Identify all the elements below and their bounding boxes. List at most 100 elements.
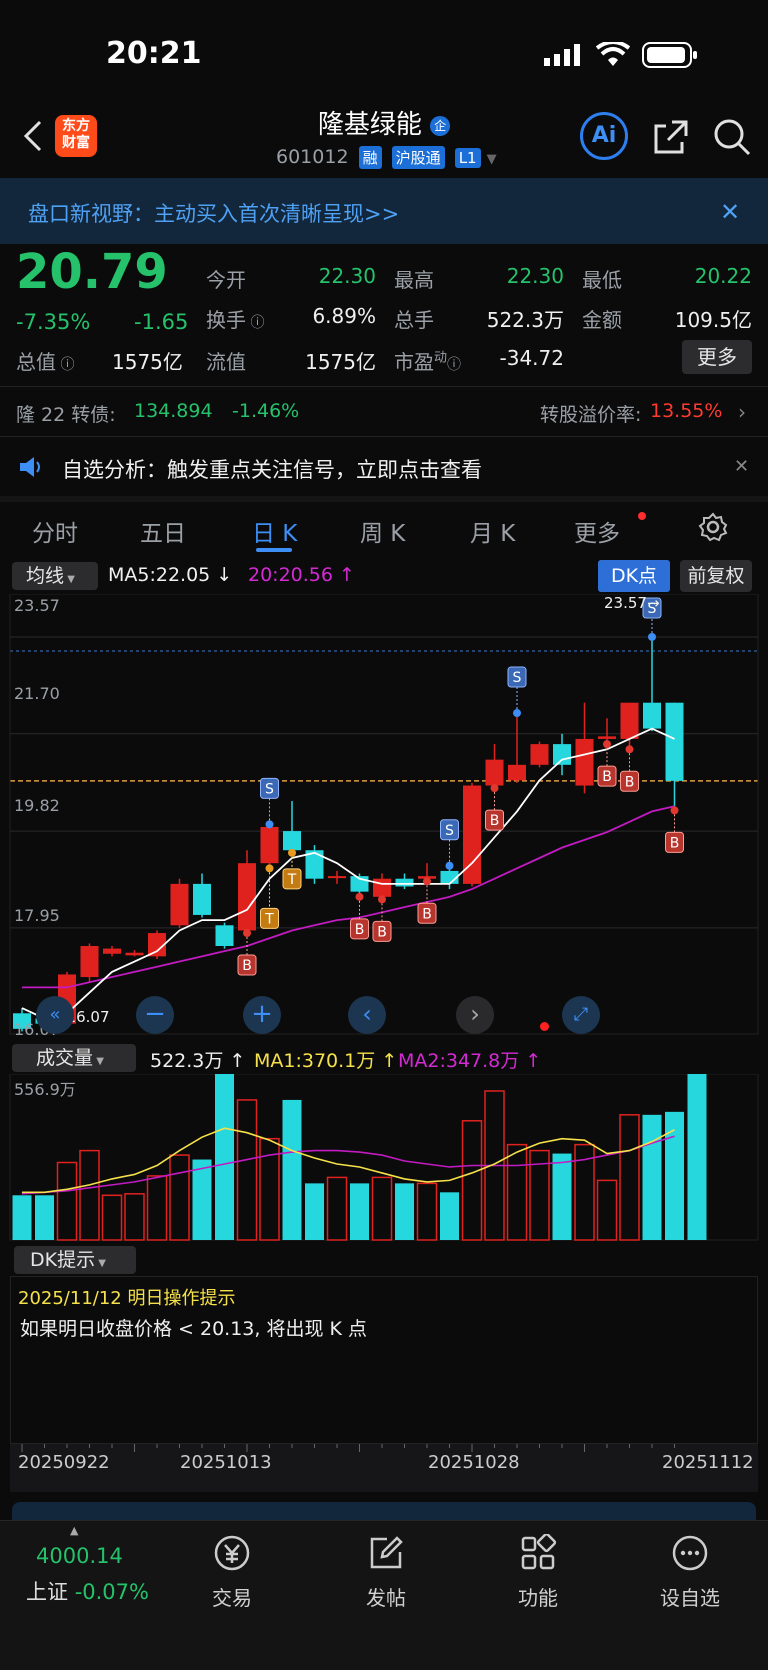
ma5-readout: MA5:22.05 ↓ xyxy=(108,564,233,586)
volume-bar xyxy=(35,1195,54,1240)
candle-body xyxy=(148,933,166,957)
candle-body xyxy=(238,863,256,931)
volume-bar xyxy=(395,1183,414,1240)
share-icon[interactable] xyxy=(652,118,690,160)
date-label: 20251028 xyxy=(428,1452,520,1473)
index-value[interactable]: 4000.14 xyxy=(36,1544,123,1568)
signal-label: T xyxy=(287,872,297,888)
bond-label: 隆 22 转债: xyxy=(16,404,116,426)
tab-five-day[interactable]: 五日 xyxy=(140,521,186,547)
volume-bar xyxy=(350,1183,369,1240)
app-logo[interactable]: 东方 财富 xyxy=(55,115,97,157)
ma-selector[interactable]: 均线 ▼ xyxy=(12,562,98,590)
ma20-readout: 20:20.56 ↑ xyxy=(248,564,355,586)
nav-post[interactable]: 发帖 xyxy=(326,1534,446,1611)
volume-ma1-line xyxy=(22,1127,675,1194)
candle-body xyxy=(598,736,616,739)
settings-gear-icon[interactable] xyxy=(698,512,728,546)
index-line[interactable]: 上证 -0.07% xyxy=(26,1580,149,1604)
volume-bar xyxy=(574,1143,595,1241)
promo-banner-text[interactable]: 盘口新视野：主动买入首次清晰呈现>> xyxy=(28,202,400,226)
nav-trade[interactable]: 交易 xyxy=(172,1534,292,1611)
turnover-value: 6.89% xyxy=(312,304,376,328)
tag-margin: 融 xyxy=(358,146,382,169)
nav-functions[interactable]: 功能 xyxy=(478,1532,598,1611)
promo-banner[interactable] xyxy=(0,178,768,244)
candle-body xyxy=(643,702,661,729)
amount-value: 109.5亿 xyxy=(674,308,752,332)
signal-badge xyxy=(507,666,527,688)
volume-label: 总手 xyxy=(394,308,434,332)
volume-bar xyxy=(79,1149,100,1241)
search-icon[interactable] xyxy=(712,117,752,161)
candle-body xyxy=(80,946,99,978)
ai-button[interactable]: Ai xyxy=(580,112,628,160)
candle-body xyxy=(13,1013,31,1029)
candle-body xyxy=(395,878,414,887)
candle-body xyxy=(283,831,301,851)
scroll-right-button[interactable]: › xyxy=(456,996,494,1034)
volume-bar xyxy=(596,1179,618,1241)
close-icon[interactable]: ✕ xyxy=(734,456,750,477)
tab-daily-k[interactable]: 日 K xyxy=(252,521,298,547)
back-icon[interactable] xyxy=(20,118,46,158)
signal-label: T xyxy=(264,911,274,927)
rewind-button[interactable]: « xyxy=(36,996,74,1034)
volume-selector[interactable]: 成交量 ▼ xyxy=(12,1044,136,1072)
adjust-button[interactable]: 前复权 xyxy=(680,560,752,592)
volume-chart[interactable] xyxy=(0,1074,768,1242)
tab-more[interactable]: 更多 xyxy=(574,521,620,547)
wifi-icon xyxy=(595,40,631,72)
signal-label: B xyxy=(602,769,612,785)
pe-label: 市盈动ⓘ xyxy=(394,350,462,374)
dk-point-button[interactable]: DK点 xyxy=(598,560,670,592)
tab-intraday[interactable]: 分时 xyxy=(32,521,78,547)
fullscreen-icon[interactable]: ⤢ xyxy=(562,996,600,1034)
volume-bar xyxy=(12,1195,32,1240)
more-button[interactable]: 更多 xyxy=(682,340,752,374)
change-pct: -7.35% xyxy=(16,310,91,334)
volume-max-tick: 556.9万 xyxy=(14,1080,76,1099)
zoom-out-button[interactable]: − xyxy=(136,996,174,1034)
nav-set-watchlist[interactable]: 设自选 xyxy=(630,1534,750,1611)
volume-bar xyxy=(506,1143,528,1241)
candle-body xyxy=(508,764,526,781)
signal-label: S xyxy=(445,823,454,839)
notice-text[interactable]: 自选分析：触发重点关注信号，立即点击查看 xyxy=(62,458,482,482)
signal-label: S xyxy=(648,601,657,617)
dk-selector[interactable]: DK提示 ▼ xyxy=(14,1246,136,1274)
signal-label: S xyxy=(265,781,274,797)
signal-dot xyxy=(423,877,431,886)
signal-dot xyxy=(670,806,679,815)
open-label: 今开 xyxy=(206,268,246,292)
candle-body xyxy=(575,738,594,786)
section-gap xyxy=(0,496,768,502)
scroll-left-button[interactable]: ‹ xyxy=(348,996,386,1034)
signal-badge xyxy=(237,954,257,976)
candle-body xyxy=(665,702,684,781)
notification-dot xyxy=(638,512,646,520)
candle-body xyxy=(485,759,504,786)
signal-badge xyxy=(642,597,662,619)
notification-dot xyxy=(540,1022,549,1031)
signal-dot xyxy=(355,892,364,901)
divider xyxy=(0,436,768,437)
tab-weekly-k[interactable]: 周 K xyxy=(360,521,406,547)
battery-icon xyxy=(642,42,698,72)
zoom-in-button[interactable]: + xyxy=(243,996,281,1034)
close-icon[interactable]: ✕ xyxy=(720,198,741,226)
ma20-line xyxy=(22,805,675,989)
mktcap-value: 1575亿 xyxy=(112,350,183,374)
signal-dot xyxy=(625,745,634,754)
signal-label: B xyxy=(242,958,252,974)
stock-code-line[interactable]: 601012 融 沪股通 L1 ▼ xyxy=(276,146,497,169)
tab-monthly-k[interactable]: 月 K xyxy=(470,521,516,547)
stock-title-wrap: 隆基绿能 企 xyxy=(0,104,768,141)
volume-bar xyxy=(56,1161,78,1241)
volume-bar xyxy=(440,1192,459,1240)
volume-bar xyxy=(619,1114,640,1241)
volume-bar xyxy=(282,1099,302,1240)
chevron-right-icon[interactable]: › xyxy=(738,400,746,424)
status-time: 20:21 xyxy=(106,36,202,71)
